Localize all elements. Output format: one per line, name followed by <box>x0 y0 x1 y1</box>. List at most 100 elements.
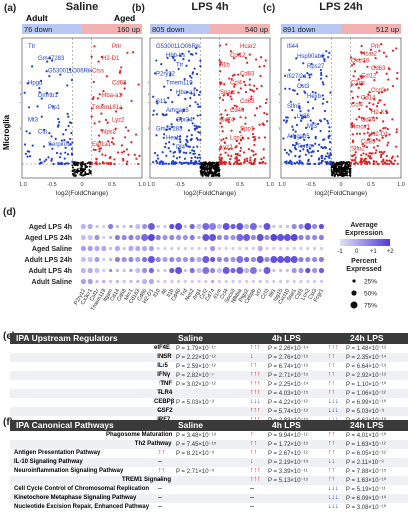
down-point <box>190 159 193 163</box>
dot <box>142 267 148 274</box>
arrow: – <box>250 503 254 510</box>
up-point <box>227 118 230 121</box>
down-point <box>313 162 316 166</box>
up-point <box>96 97 99 100</box>
up-point <box>265 113 268 116</box>
up-point <box>353 153 356 156</box>
p-value: P = 4.22×10⁻¹² <box>268 400 308 406</box>
dot <box>272 224 276 229</box>
up-point <box>396 155 399 158</box>
up-point <box>262 156 265 159</box>
ns-point <box>86 173 89 176</box>
down-point <box>321 154 324 157</box>
p-value: P = 1.10×10⁻¹⁰ <box>346 382 387 388</box>
up-point <box>219 61 222 64</box>
down-point <box>50 135 53 138</box>
arrow: – <box>250 494 254 501</box>
gene-label-down: Ifi44 <box>287 44 299 50</box>
down-point <box>300 84 303 87</box>
up-point <box>241 108 245 111</box>
up-point <box>235 105 238 108</box>
up-point <box>387 78 390 81</box>
up-point <box>227 154 230 157</box>
ns-point <box>335 169 338 172</box>
up-point <box>374 151 377 155</box>
up-point <box>118 71 121 74</box>
dot <box>216 256 222 263</box>
arrow: ↑↑ <box>158 440 165 447</box>
up-point <box>98 162 101 165</box>
arrow: ↓↓↓ <box>328 398 339 405</box>
dot <box>265 246 269 251</box>
up-point <box>359 75 362 78</box>
down-point <box>329 154 332 157</box>
dot <box>80 267 86 274</box>
down-point <box>299 110 302 113</box>
down-point <box>318 157 321 160</box>
arrow: ↑↑ <box>158 353 165 360</box>
up-point <box>249 159 252 162</box>
dot <box>114 256 120 263</box>
up-point <box>235 157 238 160</box>
dot <box>147 223 155 230</box>
up-point <box>230 147 233 150</box>
down-point <box>168 127 171 131</box>
down-point <box>327 122 330 125</box>
arrow: – <box>158 494 162 501</box>
table-title: IPA Upstream Regulators <box>16 333 118 343</box>
dot <box>183 246 187 251</box>
down-point <box>153 151 157 155</box>
ns-point <box>345 170 348 173</box>
dot <box>135 223 141 230</box>
up-point <box>116 151 120 154</box>
down-point <box>55 151 59 155</box>
dot <box>109 268 113 273</box>
down-point <box>165 69 168 72</box>
up-point <box>390 156 393 160</box>
down-point <box>182 108 186 111</box>
table-row: Antigen Presentation Pathway ↑↑ P = 8.21×1… <box>10 449 408 458</box>
dot <box>217 246 221 251</box>
down-point <box>293 144 297 147</box>
dot <box>129 268 133 273</box>
up-point <box>219 122 222 125</box>
up-point <box>241 127 244 130</box>
table-col-header: 4h LPS <box>272 420 301 430</box>
up-point <box>258 123 261 126</box>
up-point <box>236 152 239 155</box>
down-point <box>184 97 187 101</box>
down-point <box>58 156 62 159</box>
up-point <box>387 162 391 166</box>
up-point <box>101 103 104 106</box>
dot <box>128 234 134 241</box>
dot <box>197 279 201 284</box>
up-point <box>250 89 254 92</box>
dot <box>249 267 257 274</box>
ns-point <box>348 174 351 177</box>
ns-point <box>214 165 217 168</box>
dot <box>290 256 298 263</box>
ns-point <box>199 170 202 173</box>
dot <box>189 234 195 241</box>
up-point <box>239 146 243 150</box>
up-point <box>90 162 94 166</box>
up-point <box>231 107 235 110</box>
up-point <box>244 56 247 60</box>
down-point <box>329 141 332 144</box>
dot <box>95 224 99 229</box>
up-point <box>362 52 365 55</box>
dot-col-label: Il10 <box>152 288 162 299</box>
dot <box>163 279 167 284</box>
arrow: ↑↑ <box>328 389 335 396</box>
p-value: P = 9.94×10⁻¹² <box>268 433 308 439</box>
up-point <box>233 104 236 107</box>
ns-point <box>346 165 349 168</box>
down-point <box>156 154 159 157</box>
dot <box>121 234 127 241</box>
down-point <box>66 112 69 115</box>
dot <box>230 234 236 241</box>
down-point <box>172 155 175 158</box>
down-point <box>293 147 297 150</box>
down-point <box>178 161 181 164</box>
dot <box>305 234 311 241</box>
